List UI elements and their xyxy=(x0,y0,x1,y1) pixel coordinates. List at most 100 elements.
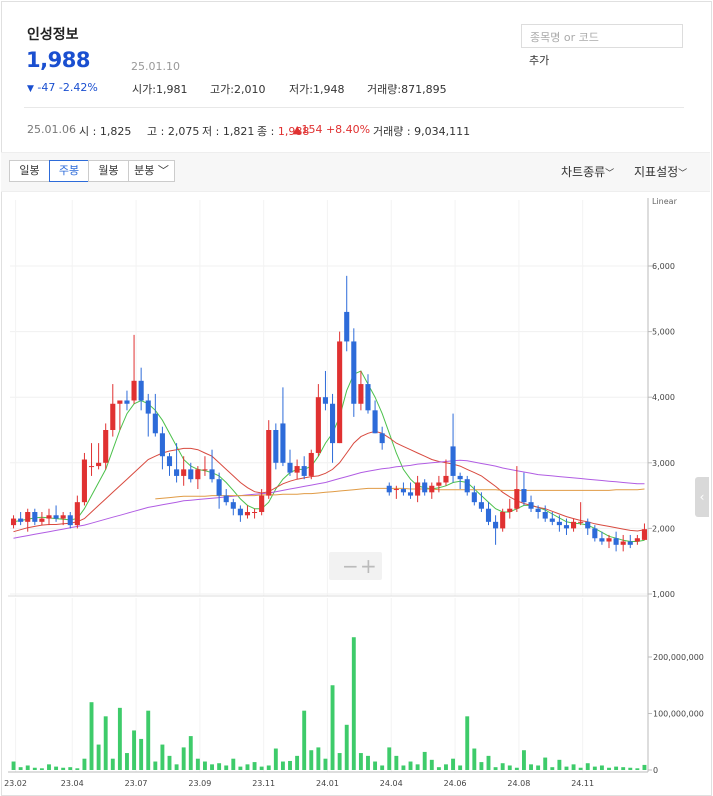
volume-bar xyxy=(550,767,555,770)
volume-bar xyxy=(323,758,328,770)
volume-bar xyxy=(25,765,30,770)
tab-monthly[interactable]: 월봉 xyxy=(88,160,129,182)
candle-body xyxy=(542,512,548,519)
volume-bar xyxy=(309,750,314,770)
candle-body xyxy=(535,508,541,512)
candle-body xyxy=(131,380,137,401)
volume-bar xyxy=(621,767,626,770)
candle-body xyxy=(620,541,626,545)
volume-bar xyxy=(39,768,44,770)
volume-bar xyxy=(444,764,448,770)
candle-body xyxy=(88,466,95,468)
volume-label: 거래량 xyxy=(367,83,398,96)
indicator-menu[interactable]: 지표설정﹀ xyxy=(634,163,687,180)
volume-bar xyxy=(422,751,427,770)
divider xyxy=(24,107,684,108)
candle-body xyxy=(188,469,194,480)
candle-body xyxy=(337,341,343,444)
ma-line-longest xyxy=(155,487,645,500)
candle-body xyxy=(244,512,251,516)
candle-body xyxy=(386,485,392,493)
candle-body xyxy=(202,469,208,471)
stock-search-input[interactable]: 종목명 or 코드 xyxy=(521,24,683,48)
volume-bar xyxy=(429,759,434,770)
volume-bar xyxy=(436,767,441,770)
candle-body xyxy=(308,452,314,476)
candle-body xyxy=(556,521,562,526)
candle-body xyxy=(627,541,633,545)
ma-line-mid xyxy=(13,430,645,533)
candle-body xyxy=(39,518,45,522)
price-tick-label: 1,000 xyxy=(652,590,675,599)
tab-minute-label: 분봉 xyxy=(134,164,155,177)
candle-body xyxy=(528,502,534,509)
candle-body xyxy=(578,521,584,523)
tab-minute[interactable]: 분봉 ﹀ xyxy=(128,160,175,182)
volume-bar xyxy=(160,744,165,770)
weekly-volume: 거래량 : 9,034,111 xyxy=(373,125,471,138)
tab-daily[interactable]: 일봉 xyxy=(9,160,50,182)
weekly-change-percent: +8.40% xyxy=(325,123,371,136)
volume-bar xyxy=(408,761,413,770)
volume-bar xyxy=(521,750,526,770)
candle-body xyxy=(613,538,619,545)
volume-tick-label: 0 xyxy=(653,766,658,775)
candle-body xyxy=(400,489,406,493)
volume-bar xyxy=(89,702,94,770)
volume-bar xyxy=(231,758,236,770)
add-button[interactable]: 추가 xyxy=(529,54,550,67)
chart-grid xyxy=(10,200,648,772)
volume-bar xyxy=(465,716,470,770)
volume-bar xyxy=(252,762,257,770)
high-value: 2,010 xyxy=(233,83,266,96)
down-triangle-icon: ▼ xyxy=(27,84,34,94)
volume-bar xyxy=(82,758,87,770)
x-tick-label: 23.11 xyxy=(252,779,275,788)
high-price: 고가:2,010 xyxy=(210,83,266,96)
chart-type-menu[interactable]: 차트종류﹀ xyxy=(561,163,614,180)
candle-body xyxy=(10,518,17,526)
candles xyxy=(10,275,648,552)
candle-body xyxy=(549,518,555,522)
candle-body xyxy=(585,521,591,529)
volume-bar xyxy=(202,761,207,770)
weekly-close-value: 1,988 xyxy=(277,125,310,138)
candle-body xyxy=(81,459,87,503)
volume-bar xyxy=(224,765,229,770)
weekly-close: 종 : 1,988 xyxy=(257,125,310,138)
moving-average-lines xyxy=(13,370,645,542)
candle-body xyxy=(457,475,463,480)
zoom-in-icon[interactable]: + xyxy=(360,554,377,578)
volume-bar xyxy=(245,764,250,770)
volume-bar xyxy=(266,765,271,770)
price-tick-label: 5,000 xyxy=(652,328,675,337)
zoom-controls: − + xyxy=(329,552,382,580)
candle-body xyxy=(181,469,187,476)
volume-bar xyxy=(330,685,335,770)
volume-bar xyxy=(195,758,200,770)
weekly-change-value: 154 xyxy=(301,123,323,136)
weekly-high: 고 : 2,075 xyxy=(147,125,200,138)
weekly-high-label: 고 xyxy=(147,125,158,138)
volume-bar xyxy=(614,766,619,770)
candle-body xyxy=(563,525,570,529)
panel-toggle-icon[interactable]: ‹ xyxy=(695,477,709,517)
ma-line-long xyxy=(13,459,645,539)
weekly-change: ▲154 +8.40% xyxy=(293,123,370,136)
volume-bar xyxy=(11,761,16,770)
candle-body xyxy=(422,482,428,493)
weekly-low-label: 저 xyxy=(202,125,213,138)
volume-bar xyxy=(68,767,73,770)
open-value: 1,981 xyxy=(155,83,188,96)
tab-weekly[interactable]: 주봉 xyxy=(49,160,89,182)
volume-bar xyxy=(628,767,633,770)
candle-body xyxy=(634,538,640,542)
candle-body xyxy=(507,508,513,512)
zoom-out-icon[interactable]: − xyxy=(342,554,359,578)
candle-body xyxy=(606,538,612,542)
candle-body xyxy=(53,515,59,519)
price-tick-label: 2,000 xyxy=(652,524,675,533)
volume-bar xyxy=(316,747,321,770)
chevron-down-icon: ﹀ xyxy=(605,169,615,179)
